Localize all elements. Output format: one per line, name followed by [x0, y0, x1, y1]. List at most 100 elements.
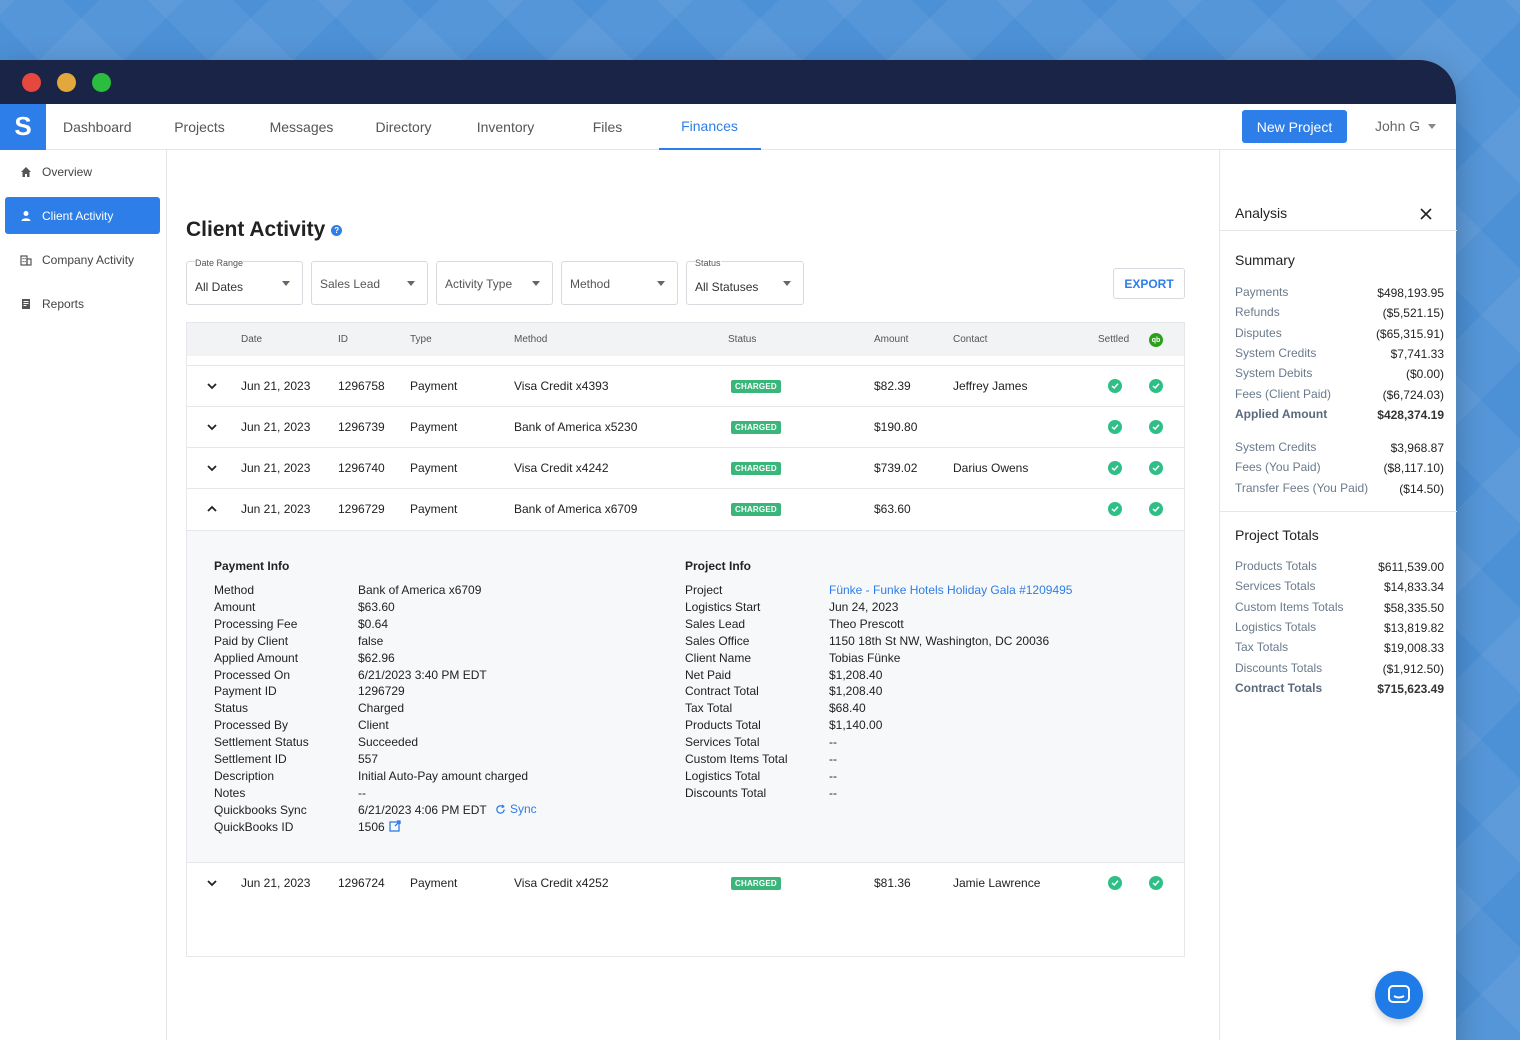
external-link-icon[interactable]: [389, 820, 401, 832]
status-select[interactable]: Status All Statuses: [686, 258, 804, 305]
new-project-button[interactable]: New Project: [1242, 110, 1347, 143]
building-icon: [20, 254, 32, 266]
analysis-value: $428,374.19: [1377, 407, 1444, 422]
payment-info-keys: Method Amount Processing Fee Paid by Client…: [214, 582, 309, 836]
maximize-window-button[interactable]: [92, 72, 111, 92]
detail-key: Notes: [214, 785, 246, 800]
export-button[interactable]: EXPORT: [1113, 268, 1185, 299]
detail-key: Logistics Total: [685, 768, 761, 783]
nav-finances[interactable]: Finances: [658, 104, 761, 150]
analysis-value: $58,335.50: [1383, 600, 1444, 615]
detail-key: Applied Amount: [214, 650, 299, 665]
detail-key: Tax Total: [685, 701, 733, 716]
detail-key: Paid by Client: [214, 633, 289, 648]
summary-heading: Summary: [1235, 252, 1295, 268]
detail-value: 557: [358, 752, 379, 767]
analysis-value: $14,833.34: [1383, 580, 1444, 595]
nav-inventory[interactable]: Inventory: [476, 118, 535, 135]
sidebar-item-overview[interactable]: Overview: [5, 153, 160, 190]
detail-key: Client Name: [685, 650, 752, 665]
col-contact[interactable]: Contact: [953, 334, 988, 345]
analysis-label: Applied Amount: [1235, 406, 1328, 421]
row-contact[interactable]: Jamie Lawrence: [953, 876, 1041, 890]
settled-check-icon: [1108, 461, 1122, 475]
row-type: Payment: [410, 461, 458, 475]
table-row[interactable]: Jun 21, 2023 1296758 Payment Visa Credit…: [187, 365, 1184, 406]
activity-table: Date ID Type Method Status Amount Contac…: [186, 322, 1185, 957]
table-header: Date ID Type Method Status Amount Contac…: [187, 323, 1184, 356]
table-row-expanded[interactable]: Jun 21, 2023 1296729 Payment Bank of Ame…: [187, 488, 1184, 529]
sync-icon: [496, 804, 505, 814]
detail-value: $63.60: [358, 599, 395, 614]
minimize-window-button[interactable]: [57, 72, 76, 92]
settled-check-icon: [1108, 876, 1122, 890]
analysis-label: Fees (You Paid): [1235, 460, 1321, 475]
col-status[interactable]: Status: [728, 334, 757, 345]
col-id[interactable]: ID: [338, 334, 348, 345]
sidebar-item-reports[interactable]: Reports: [5, 285, 160, 322]
analysis-value: ($14.50): [1399, 481, 1444, 496]
method-select[interactable]: Method: [561, 261, 678, 305]
sales-lead-select[interactable]: Sales Lead: [311, 261, 428, 305]
app-logo[interactable]: S: [0, 103, 46, 150]
col-method[interactable]: Method: [514, 334, 548, 345]
chevron-down-icon[interactable]: [205, 876, 219, 890]
chevron-up-icon[interactable]: [205, 502, 219, 516]
table-row[interactable]: Jun 21, 2023 1296740 Payment Visa Credit…: [187, 447, 1184, 488]
sidebar: Overview Client Activity Company Activit…: [0, 150, 167, 1040]
nav-projects[interactable]: Projects: [174, 118, 225, 135]
date-range-select[interactable]: Date Range All Dates: [186, 258, 303, 305]
help-icon[interactable]: ?: [331, 224, 343, 236]
payment-info-values: Bank of America x6709 $63.60 $0.64 false $62…: [358, 582, 528, 836]
top-nav: S Dashboard Projects Messages Directory …: [0, 103, 1456, 150]
table-row[interactable]: Jun 21, 2023 1296724 Payment Visa Credit…: [187, 862, 1184, 903]
project-info-keys: Project Logistics Start Sales Lead Sales Of…: [685, 582, 787, 802]
chevron-down-icon[interactable]: [205, 379, 219, 393]
payment-info-heading: Payment Info: [214, 559, 290, 573]
sidebar-item-client-activity[interactable]: Client Activity: [5, 197, 160, 234]
col-settled[interactable]: Settled: [1098, 334, 1130, 345]
nav-messages[interactable]: Messages: [269, 118, 334, 135]
analysis-value: $715,623.49: [1377, 681, 1444, 696]
activity-type-select[interactable]: Activity Type: [436, 261, 553, 305]
user-menu[interactable]: John G: [1375, 118, 1437, 134]
quickbooks-sync-button[interactable]: Sync: [495, 802, 537, 816]
status-badge: CHARGED: [731, 380, 781, 393]
chat-button[interactable]: [1375, 971, 1423, 1019]
analysis-title: Analysis: [1235, 205, 1288, 221]
table-row[interactable]: Jun 21, 2023 1296739 Payment Bank of Ame…: [187, 406, 1184, 447]
col-amount[interactable]: Amount: [874, 334, 909, 345]
chevron-down-icon[interactable]: [205, 420, 219, 434]
detail-value: $68.40: [829, 701, 866, 716]
close-window-button[interactable]: [22, 72, 41, 92]
col-date[interactable]: Date: [241, 334, 263, 345]
settled-check-icon: [1108, 379, 1122, 393]
row-amount: $739.02: [874, 461, 918, 475]
detail-key: Products Total: [685, 718, 761, 733]
row-contact[interactable]: Jeffrey James: [953, 379, 1028, 393]
row-date: Jun 21, 2023: [241, 876, 311, 890]
close-icon[interactable]: [1420, 208, 1432, 220]
row-method: Visa Credit x4252: [514, 876, 609, 890]
analysis-label: Custom Items Totals: [1235, 599, 1344, 614]
analysis-label: System Debits: [1235, 366, 1313, 381]
analysis-label: Services Totals: [1235, 579, 1316, 594]
date-range-value: All Dates: [195, 280, 244, 294]
detail-value: Theo Prescott: [829, 616, 904, 631]
col-type[interactable]: Type: [410, 334, 432, 345]
project-link[interactable]: Fünke - Funke Hotels Holiday Gala #12094…: [829, 583, 1073, 597]
row-contact[interactable]: Darius Owens: [953, 461, 1029, 475]
detail-key: Sales Office: [685, 633, 750, 648]
chevron-down-icon[interactable]: [205, 461, 219, 475]
project-info-values: Fünke - Funke Hotels Holiday Gala #12094…: [829, 582, 1072, 802]
nav-directory[interactable]: Directory: [375, 118, 432, 135]
analysis-value: $19,008.33: [1383, 641, 1444, 656]
sidebar-item-company-activity[interactable]: Company Activity: [5, 241, 160, 278]
analysis-value: $7,741.33: [1390, 346, 1444, 361]
nav-files[interactable]: Files: [592, 118, 623, 135]
sales-lead-placeholder: Sales Lead: [320, 277, 381, 291]
nav-dashboard[interactable]: Dashboard: [63, 118, 132, 135]
quickbooks-check-icon: [1149, 461, 1163, 475]
analysis-value: $611,539.00: [1378, 560, 1444, 574]
detail-key: Net Paid: [685, 667, 732, 682]
